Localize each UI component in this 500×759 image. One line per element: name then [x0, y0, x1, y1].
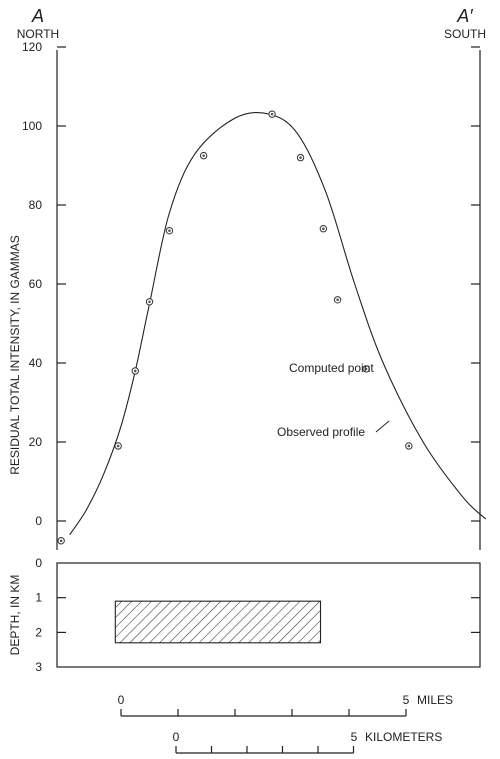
y-tick-label: 40	[29, 356, 43, 370]
depth-tick-label: 0	[35, 556, 42, 570]
computed-point-series	[57, 110, 413, 545]
kilometers-scale-end-label: 5	[351, 730, 358, 744]
computed-point	[405, 442, 413, 450]
kilometers-scale-start-label: 0	[173, 730, 180, 744]
observed-profile-leader	[375, 420, 390, 433]
y-tick-label: 0	[35, 514, 42, 528]
depth-tick-label: 3	[35, 660, 42, 674]
y-tick-label: 120	[22, 40, 42, 54]
observed-profile-label: Observed profile	[277, 425, 365, 439]
computed-point	[145, 298, 154, 306]
depth-section-frame	[56, 562, 481, 668]
section-right-letter: A′	[456, 6, 473, 26]
miles-scale-start-label: 0	[118, 693, 125, 707]
computed-point	[57, 537, 65, 545]
source-body-hatched	[114, 600, 322, 644]
profile-y-axis-label: RESIDUAL TOTAL INTENSITY, IN GAMMAS	[8, 235, 22, 475]
y-tick-label: 80	[29, 198, 43, 212]
computed-point	[268, 110, 276, 118]
section-left-direction: NORTH	[17, 27, 59, 41]
y-tick-label: 60	[29, 277, 43, 291]
y-tick-label: 20	[29, 435, 43, 449]
observed-profile-series	[69, 111, 487, 536]
kilometers-scale-bar	[175, 746, 355, 754]
profile-y-ticks: 0 20 40 60 80 100 120	[22, 40, 480, 528]
miles-scale-end-label: 5	[403, 693, 410, 707]
kilometers-scale-unit-label: KILOMETERS	[365, 730, 442, 744]
section-right-direction: SOUTH	[444, 27, 486, 41]
computed-point-label: Computed point	[289, 361, 374, 375]
miles-scale-unit-label: MILES	[417, 693, 453, 707]
depth-y-axis-label: DEPTH, IN KM	[8, 575, 22, 656]
depth-tick-label: 2	[35, 625, 42, 639]
computed-point	[296, 153, 305, 162]
computed-point	[319, 225, 328, 233]
depth-y-ticks: 0 1 2 3	[35, 556, 480, 674]
observed-profile-line	[69, 111, 487, 536]
depth-tick-label: 1	[35, 591, 42, 605]
computed-point	[199, 151, 208, 160]
section-left-letter: A	[31, 6, 44, 26]
miles-scale-bar	[120, 709, 407, 717]
computed-point	[333, 296, 342, 304]
computed-point	[362, 365, 370, 373]
y-tick-label: 100	[22, 119, 42, 133]
computed-point	[165, 226, 174, 235]
computed-point	[114, 442, 122, 450]
computed-point	[131, 367, 139, 375]
